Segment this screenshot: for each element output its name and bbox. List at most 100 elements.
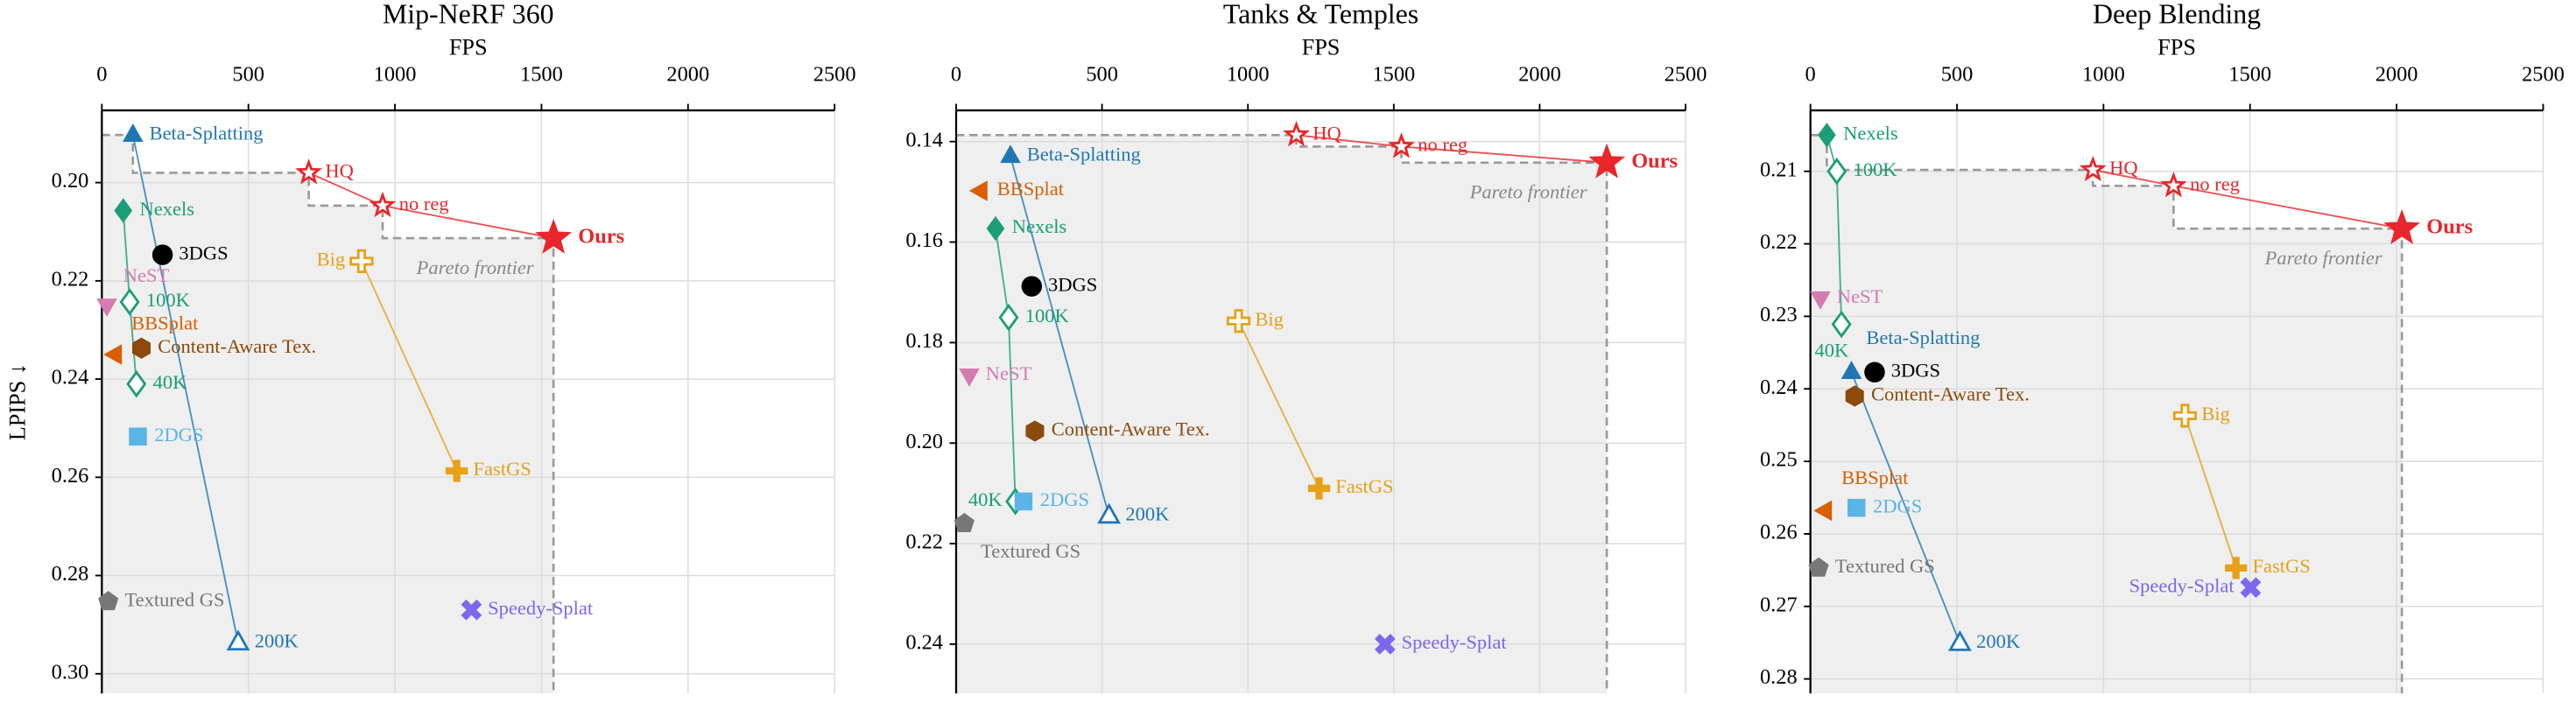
point-label: Textured GS: [981, 540, 1080, 562]
point-label: 2DGS: [1040, 488, 1089, 510]
y-tick-label: 0.24: [52, 366, 89, 390]
point-label: Speedy-Splat: [488, 597, 594, 619]
point-label: Textured GS: [124, 588, 224, 610]
point-label: NeST: [123, 264, 170, 286]
point-label: Content-Aware Tex.: [158, 335, 316, 357]
y-tick-label: 0.23: [1760, 303, 1798, 326]
marker: [132, 337, 151, 359]
marker: [2225, 557, 2248, 579]
x-tick-label: 0: [951, 62, 961, 86]
marker: [1810, 291, 1831, 310]
point-label: Nexels: [1012, 215, 1066, 237]
marker: [1588, 143, 1625, 179]
series-line: [1237, 320, 1320, 489]
point-label: 100K: [146, 289, 191, 311]
marker: [535, 219, 573, 254]
x-tick-label: 2000: [2375, 62, 2418, 86]
marker: [2079, 155, 2107, 182]
y-tick-label: 0.20: [52, 169, 89, 193]
series-line: [2184, 415, 2237, 569]
y-tick-label: 0.26: [52, 464, 89, 488]
point-label: Ours: [2426, 215, 2473, 239]
pareto-region: [955, 135, 1608, 694]
pareto-label: Pareto frontier: [1469, 181, 1587, 203]
marker: [98, 591, 119, 611]
marker: [1307, 477, 1331, 500]
marker: [349, 249, 374, 273]
y-tick-label: 0.22: [905, 530, 943, 554]
marker: [1097, 502, 1121, 524]
x-tick-label: 1500: [2228, 62, 2271, 86]
point-label: no reg: [1418, 134, 1467, 156]
point-label: Textured GS: [1835, 555, 1935, 577]
pareto-region: [102, 135, 554, 694]
y-tick-label: 0.21: [1760, 158, 1798, 181]
x-tick-label: 1000: [2082, 62, 2125, 86]
point-label: 200K: [1125, 503, 1170, 525]
y-tick-label: 0.24: [1760, 376, 1798, 399]
point-label: NeST: [1837, 285, 1883, 307]
point-label: Speedy-Splat: [1402, 631, 1508, 653]
y-tick-label: 0.28: [1760, 665, 1798, 689]
x-tick-label: 1000: [1227, 62, 1270, 86]
marker: [126, 369, 147, 398]
point-label: FastGS: [473, 458, 531, 480]
marker: [1000, 144, 1021, 164]
marker: [151, 244, 173, 265]
marker: [2240, 577, 2262, 599]
point-label: Content-Aware Tex.: [1871, 383, 2030, 405]
point-label: Nexels: [1843, 122, 1897, 144]
point-label: BBSplat: [131, 312, 199, 333]
marker: [1847, 498, 1866, 517]
point-label: Nexels: [140, 198, 194, 220]
point-label: BBSplat: [997, 178, 1065, 200]
point-label: Big: [2201, 403, 2230, 425]
marker: [986, 215, 1005, 242]
point-label: 40K: [968, 488, 1003, 510]
series-line: [1850, 371, 1961, 644]
chart-title: Mip-NeRF 360: [383, 0, 554, 29]
marker: [1947, 629, 1972, 651]
point-label: 100K: [1025, 305, 1070, 326]
point-label: 40K: [153, 371, 188, 393]
x-axis-label: FPS: [2157, 35, 2196, 60]
chart-title: Tanks & Temples: [1223, 0, 1418, 29]
x-tick-label: 1000: [374, 62, 417, 86]
point-label: Ours: [578, 225, 624, 249]
point-label: Big: [1255, 308, 1284, 330]
marker: [1374, 634, 1396, 655]
x-tick-label: 2500: [1665, 62, 1707, 86]
marker: [2172, 404, 2198, 428]
y-tick-label: 0.22: [52, 267, 89, 291]
x-tick-label: 1500: [520, 62, 563, 86]
x-tick-label: 2500: [2522, 62, 2565, 86]
point-label: Big: [317, 249, 346, 270]
marker: [1226, 309, 1251, 333]
pareto-region: [1810, 135, 2403, 694]
point-label: 2DGS: [154, 424, 203, 446]
x-tick-label: 2500: [813, 62, 856, 86]
x-tick-label: 0: [1805, 62, 1816, 86]
marker: [114, 198, 133, 223]
point-label: HQ: [325, 160, 354, 182]
x-tick-label: 500: [1941, 62, 1974, 86]
marker: [1845, 385, 1864, 407]
point-label: Ours: [1631, 149, 1678, 172]
marker: [103, 344, 123, 365]
marker: [1813, 500, 1833, 522]
y-tick-label: 0.16: [905, 228, 943, 252]
x-tick-label: 500: [232, 62, 264, 86]
pareto-label: Pareto frontier: [416, 256, 534, 278]
y-tick-label: 0.18: [905, 329, 943, 353]
y-tick-label: 0.22: [1760, 230, 1798, 254]
point-label: 40K: [1815, 340, 1850, 362]
marker: [226, 629, 250, 651]
point-label: 2DGS: [1873, 495, 1922, 516]
point-label: 3DGS: [1048, 273, 1097, 295]
marker: [1808, 557, 1829, 577]
y-tick-label: 0.28: [52, 562, 89, 586]
point-label: 200K: [255, 630, 299, 652]
marker: [1831, 310, 1852, 339]
point-label: BBSplat: [1841, 467, 1909, 488]
